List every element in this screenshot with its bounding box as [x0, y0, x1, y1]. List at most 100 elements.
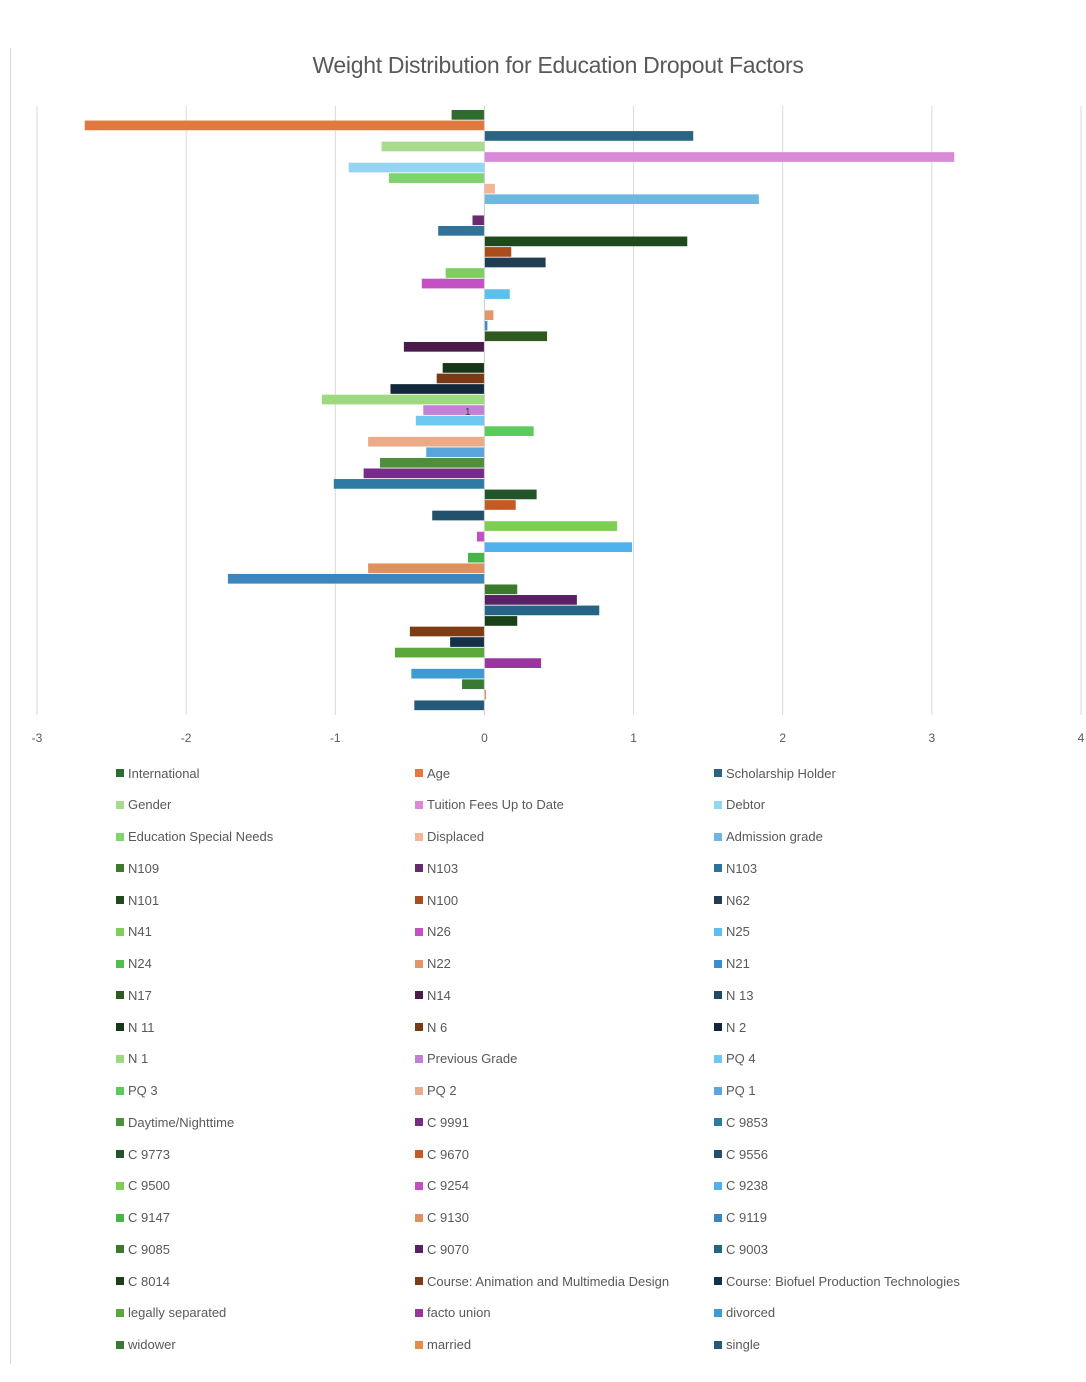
legend-item[interactable]: N 13: [714, 987, 753, 1003]
legend-label: Education Special Needs: [128, 829, 274, 844]
legend-label: N21: [726, 956, 750, 971]
legend-item[interactable]: N 11: [116, 1019, 155, 1035]
bar: [411, 668, 485, 679]
legend-swatch: [415, 1054, 423, 1063]
bar: [415, 415, 485, 426]
legend-swatch: [116, 832, 124, 841]
legend-item[interactable]: C 9070: [415, 1241, 469, 1257]
legend-swatch: [714, 1086, 722, 1095]
legend-label: C 9119: [726, 1210, 767, 1225]
legend-item[interactable]: C 9119: [714, 1210, 767, 1226]
legend-item[interactable]: C 9773: [116, 1146, 170, 1162]
legend-item[interactable]: Course: Biofuel Production Technologies: [714, 1273, 960, 1289]
legend-swatch: [415, 1213, 423, 1222]
legend-item[interactable]: Tuition Fees Up to Date: [415, 797, 564, 813]
x-tick-label: 0: [481, 731, 488, 745]
bar: [484, 500, 516, 510]
legend-item[interactable]: C 8014: [116, 1273, 170, 1289]
legend-item[interactable]: C 9130: [415, 1210, 469, 1226]
legend-item[interactable]: N22: [415, 956, 451, 972]
legend-swatch: [116, 769, 124, 777]
legend-item[interactable]: N21: [714, 956, 750, 972]
legend-item[interactable]: C 9254: [415, 1178, 469, 1194]
legend-item[interactable]: divorced: [714, 1305, 775, 1321]
legend-swatch: [116, 991, 124, 1000]
legend-item[interactable]: N103: [714, 860, 757, 876]
legend-label: N103: [427, 860, 459, 876]
legend-label: Previous Grade: [427, 1051, 518, 1067]
legend-item[interactable]: C 9500: [116, 1178, 170, 1194]
legend-item[interactable]: Gender: [116, 797, 171, 813]
legend-swatch: [116, 1213, 124, 1222]
legend-item[interactable]: N100: [415, 892, 458, 908]
legend-item[interactable]: C 9853: [714, 1114, 768, 1130]
legend-item[interactable]: C 9147: [116, 1210, 170, 1226]
legend-item[interactable]: Scholarship Holder: [714, 765, 836, 781]
legend-item[interactable]: C 9085: [116, 1241, 170, 1257]
legend-swatch: [415, 1181, 423, 1190]
legend-label: Debtor: [726, 797, 766, 813]
legend-item[interactable]: Daytime/Nighttime: [116, 1114, 234, 1130]
legend-swatch: [415, 800, 423, 809]
legend-item[interactable]: facto union: [415, 1305, 491, 1321]
legend-item[interactable]: Admission grade: [714, 829, 823, 845]
legend-swatch: [415, 1086, 423, 1095]
legend-label: N 1: [128, 1051, 149, 1067]
bar: [388, 173, 485, 183]
legend-item[interactable]: widower: [116, 1337, 176, 1353]
legend-swatch: [415, 1308, 423, 1317]
legend-item[interactable]: N101: [116, 892, 159, 908]
legend-item[interactable]: International: [116, 765, 200, 781]
bar: [484, 605, 600, 616]
bar: [368, 436, 485, 447]
legend-item[interactable]: married: [415, 1337, 471, 1353]
legend-item[interactable]: N62: [714, 892, 750, 908]
legend-item[interactable]: PQ 1: [714, 1083, 756, 1099]
bar: [484, 595, 577, 605]
legend-item[interactable]: N26: [415, 924, 451, 940]
legend-item[interactable]: Education Special Needs: [116, 829, 273, 845]
legend-item[interactable]: Course: Animation and Multimedia Design: [415, 1273, 669, 1289]
legend-item[interactable]: N109: [116, 860, 159, 876]
bar: [436, 373, 485, 384]
legend-item[interactable]: Displaced: [415, 829, 484, 845]
bar: [445, 268, 485, 278]
bar: [468, 552, 485, 563]
legend-label: C 9070: [427, 1241, 469, 1257]
legend-label: facto union: [427, 1305, 491, 1321]
legend-item[interactable]: N 2: [714, 1019, 746, 1035]
legend-item[interactable]: Previous Grade: [415, 1051, 517, 1067]
legend-item[interactable]: PQ 2: [415, 1083, 457, 1099]
bar: [462, 679, 485, 690]
legend-item[interactable]: single: [714, 1337, 760, 1353]
legend-item[interactable]: N 1: [116, 1051, 148, 1067]
legend-item[interactable]: C 9003: [714, 1241, 768, 1257]
legend-item[interactable]: PQ 4: [714, 1051, 756, 1067]
legend-item[interactable]: C 9670: [415, 1146, 469, 1162]
legend-label: N 13: [726, 987, 754, 1003]
legend-item[interactable]: C 9238: [714, 1178, 768, 1194]
bar: [484, 489, 537, 500]
bar: [484, 236, 688, 247]
legend-item[interactable]: N25: [714, 924, 750, 940]
legend-item[interactable]: C 9991: [415, 1114, 469, 1130]
legend-item[interactable]: N103: [415, 860, 458, 876]
legend-item[interactable]: N14: [415, 987, 451, 1003]
legend-item[interactable]: N17: [116, 987, 152, 1003]
legend-item[interactable]: Debtor: [714, 797, 765, 813]
x-tick-label: -3: [32, 731, 43, 745]
legend-item[interactable]: legally separated: [116, 1305, 226, 1321]
legend-item[interactable]: N24: [116, 956, 152, 972]
legend-swatch: [116, 896, 124, 904]
legend-swatch: [415, 1277, 423, 1285]
legend-item[interactable]: Age: [415, 765, 450, 781]
legend-item[interactable]: C 9556: [714, 1146, 768, 1162]
legend-item[interactable]: N 6: [415, 1019, 447, 1035]
legend-label: N22: [427, 956, 451, 971]
bar: [390, 384, 485, 394]
legend-item[interactable]: N41: [116, 924, 152, 940]
legend-label: N100: [427, 892, 459, 908]
legend-label: N 6: [427, 1019, 448, 1035]
legend-label: divorced: [726, 1305, 776, 1321]
legend-item[interactable]: PQ 3: [116, 1083, 158, 1099]
